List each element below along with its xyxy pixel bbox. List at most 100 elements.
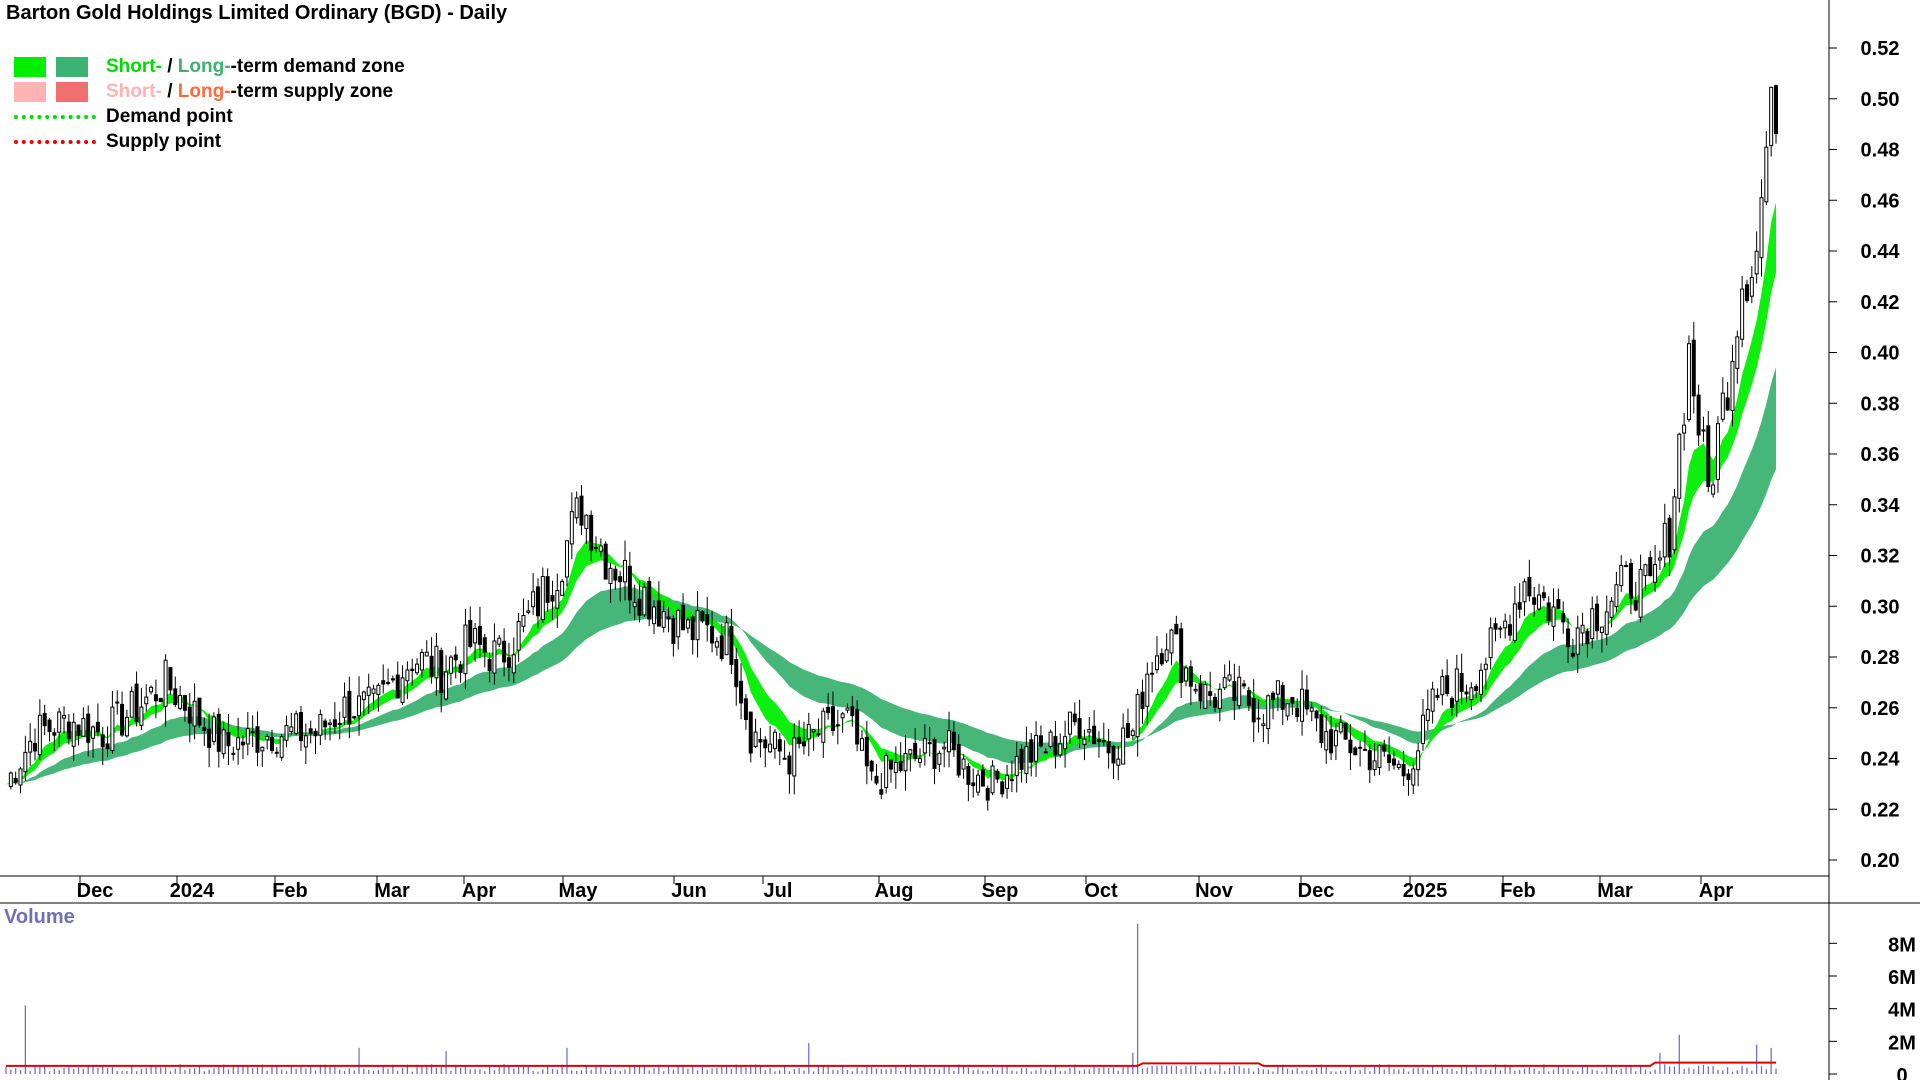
candle-body (1673, 497, 1676, 550)
candle-body (1465, 692, 1468, 694)
candle-body (628, 566, 631, 600)
candle-body (1136, 694, 1139, 736)
candle-body (730, 626, 733, 664)
candle-body (1745, 285, 1748, 301)
candle-body (1330, 730, 1333, 753)
candle-body (677, 610, 680, 636)
candle-body (246, 729, 249, 744)
candle-body (1088, 730, 1091, 732)
candle-body (406, 670, 409, 681)
candle-body (1354, 748, 1357, 755)
candle-body (1528, 577, 1531, 595)
candle-body (82, 719, 85, 737)
candle-body (270, 737, 273, 750)
candle-body (1141, 692, 1144, 708)
y-tick-label: 0.30 (1861, 596, 1900, 618)
candle-body (72, 722, 75, 746)
candle-body (1291, 697, 1294, 703)
candle-body (1634, 601, 1637, 610)
candle-body (682, 605, 685, 629)
candle-body (1243, 684, 1246, 686)
candle-body (1097, 740, 1100, 742)
candle-body (130, 691, 133, 717)
candle-body (1310, 708, 1313, 711)
volume-tick-label: 4M (1888, 1000, 1916, 1022)
candle-body (478, 626, 481, 644)
candle-body (1083, 739, 1086, 744)
y-tick-label: 0.50 (1861, 89, 1900, 111)
candle-body (1765, 147, 1768, 202)
chart-title: Barton Gold Holdings Limited Ordinary (B… (6, 2, 507, 25)
candle-body (532, 592, 535, 607)
candle-body (1750, 277, 1753, 296)
candle-body (1678, 434, 1681, 498)
candle-body (1412, 769, 1415, 785)
candle-body (1615, 585, 1618, 607)
y-tick-label: 0.38 (1861, 393, 1900, 415)
candle-body (1073, 714, 1076, 722)
legend-supply-point: Supply point (14, 129, 405, 154)
candle-body (778, 740, 781, 751)
candle-body (1001, 782, 1004, 794)
candle-body (735, 660, 738, 687)
candle-body (280, 737, 283, 758)
candle-body (1025, 747, 1028, 774)
candle-body (527, 611, 530, 612)
candle-body (1189, 667, 1192, 686)
candle-body (469, 621, 472, 647)
candle-body (1736, 337, 1739, 369)
candle-body (401, 678, 404, 703)
candle-body (309, 729, 312, 733)
candle-body (522, 615, 525, 626)
candle-body (1305, 690, 1308, 709)
y-tick-label: 0.42 (1861, 292, 1900, 314)
candle-body (1692, 340, 1695, 396)
candle-body (585, 515, 588, 528)
candle-body (638, 599, 641, 615)
candle-body (256, 727, 259, 753)
candle-body (541, 577, 544, 620)
candle-body (1475, 687, 1478, 691)
candle-body (1397, 764, 1400, 767)
volume-tick-label: 0 (1896, 1065, 1907, 1080)
candle-body (604, 544, 607, 579)
candle-body (517, 621, 520, 650)
candle-body (1489, 628, 1492, 658)
candle-body (1078, 719, 1081, 739)
candle-body (1286, 704, 1289, 716)
candle-body (812, 730, 815, 732)
candle-body (285, 725, 288, 740)
legend-demand-point-line (14, 115, 96, 119)
legend-demand-long-text: Long- (178, 56, 231, 78)
candle-body (251, 732, 254, 733)
candle-body (798, 737, 801, 743)
candle-body (9, 773, 12, 786)
candle-body (430, 656, 433, 676)
candle-body (150, 687, 153, 692)
candle-body (367, 687, 370, 695)
volume-tick-label: 6M (1888, 967, 1916, 989)
candle-body (1625, 566, 1628, 567)
x-tick-label: Jun (671, 880, 707, 902)
candle-body (793, 738, 796, 776)
candle-body (1146, 674, 1149, 706)
legend-supply-short-text: Short- (106, 81, 162, 103)
candle-body (870, 761, 873, 771)
candle-body (648, 581, 651, 619)
candle-body (1697, 395, 1700, 435)
candle-body (372, 689, 375, 693)
candle-body (914, 743, 917, 758)
candle-body (1426, 709, 1429, 720)
candle-body (643, 587, 646, 615)
candle-body (657, 601, 660, 626)
candle-body (353, 717, 356, 718)
x-tick-label: Apr (462, 880, 497, 902)
candle-body (1228, 675, 1231, 680)
candle-body (1151, 673, 1154, 674)
candle-body (1122, 728, 1125, 764)
candle-body (624, 560, 627, 581)
candle-body (300, 713, 303, 741)
candle-body (38, 715, 41, 754)
candle-body (237, 738, 240, 750)
